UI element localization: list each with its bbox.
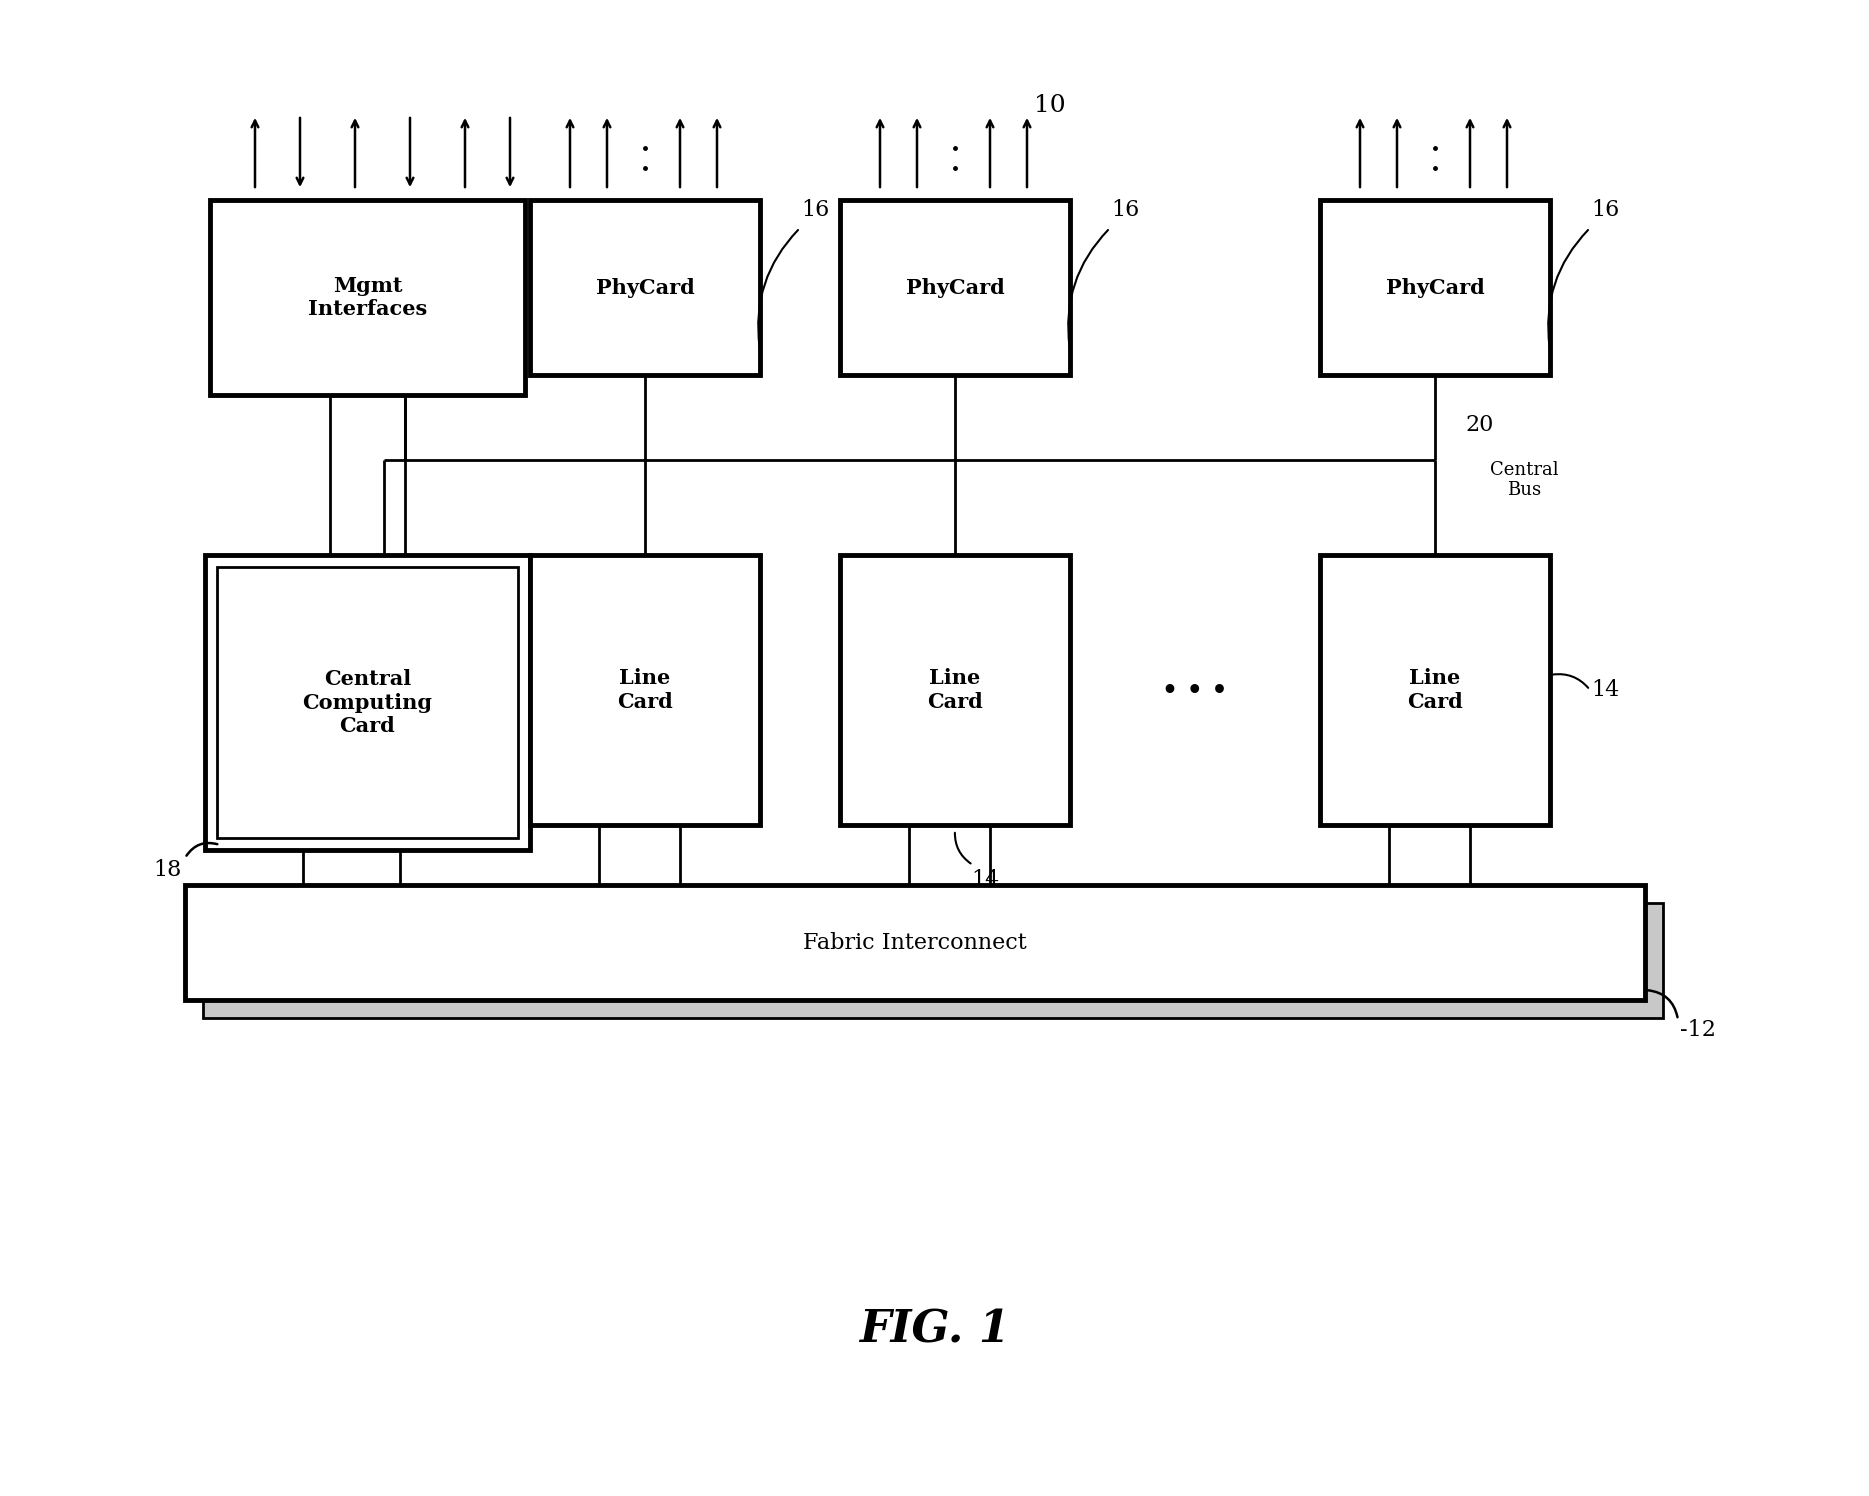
Text: Central
Bus: Central Bus: [1490, 461, 1559, 500]
Bar: [209, 200, 525, 395]
Text: PhyCard: PhyCard: [906, 277, 1004, 298]
Text: 16: 16: [1110, 199, 1138, 221]
Text: PhyCard: PhyCard: [1385, 277, 1484, 298]
Bar: [217, 567, 518, 838]
Bar: [185, 886, 1645, 999]
Text: 20: 20: [1465, 414, 1493, 435]
Text: 18: 18: [153, 859, 181, 881]
Text: 14: 14: [970, 869, 1000, 892]
Bar: [206, 555, 531, 850]
Bar: [1320, 200, 1549, 375]
Bar: [204, 904, 1663, 1017]
Bar: [531, 200, 761, 375]
Text: Line
Card: Line Card: [927, 669, 983, 712]
Text: FIG. 1: FIG. 1: [858, 1309, 1009, 1351]
Text: Line
Card: Line Card: [1407, 669, 1463, 712]
Text: 14: 14: [1591, 679, 1619, 702]
Bar: [531, 555, 761, 824]
Text: Central
Computing
Card: Central Computing Card: [303, 669, 432, 736]
Text: 16: 16: [802, 199, 830, 221]
Text: Mgmt
Interfaces: Mgmt Interfaces: [308, 275, 428, 319]
Text: Fabric Interconnect: Fabric Interconnect: [804, 932, 1026, 953]
Bar: [1320, 555, 1549, 824]
Bar: [839, 200, 1069, 375]
Text: PhyCard: PhyCard: [596, 277, 695, 298]
Text: Line
Card: Line Card: [617, 669, 673, 712]
Text: 16: 16: [1591, 199, 1619, 221]
Text: 10: 10: [1034, 94, 1065, 117]
Text: -12: -12: [1680, 1019, 1716, 1041]
Bar: [839, 555, 1069, 824]
Text: • • •: • • •: [1163, 678, 1228, 702]
